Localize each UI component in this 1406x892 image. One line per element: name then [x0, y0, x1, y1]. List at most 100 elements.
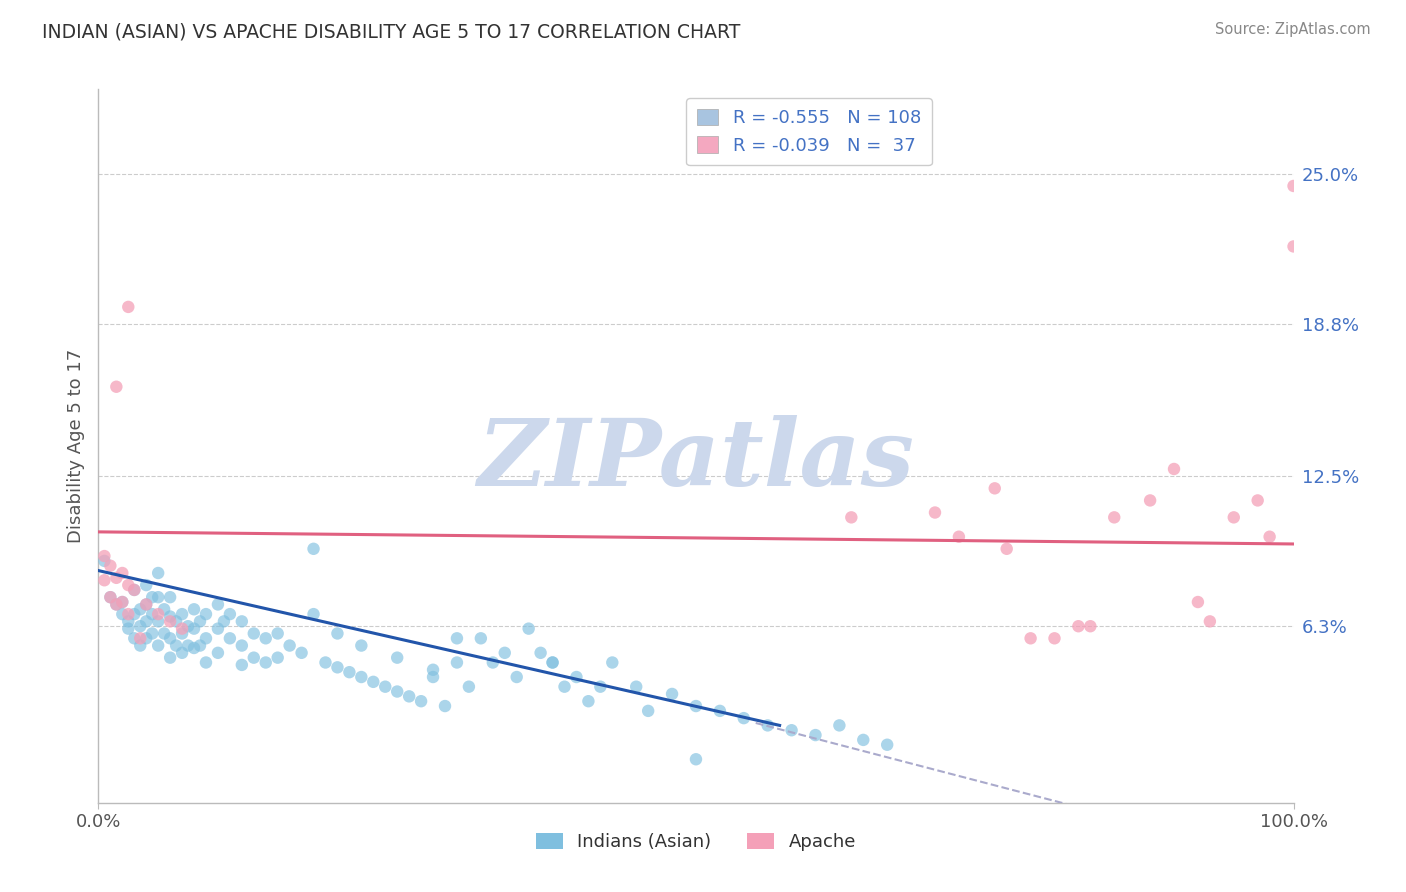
Point — [339, 665, 361, 680]
Point — [195, 656, 218, 670]
Point — [111, 595, 134, 609]
Point — [578, 694, 600, 708]
Point — [1163, 462, 1185, 476]
Point — [219, 607, 242, 621]
Point — [267, 650, 290, 665]
Point — [756, 718, 779, 732]
Point — [195, 607, 218, 621]
Point — [1247, 493, 1270, 508]
Point — [129, 639, 152, 653]
Point — [177, 639, 200, 653]
Point — [661, 687, 683, 701]
Point — [541, 656, 564, 670]
Point — [434, 699, 457, 714]
Point — [212, 615, 235, 629]
Point — [231, 657, 253, 672]
Point — [984, 481, 1007, 495]
Point — [374, 680, 396, 694]
Point — [302, 541, 325, 556]
Point — [422, 663, 444, 677]
Point — [165, 615, 187, 629]
Point — [350, 639, 373, 653]
Point — [141, 590, 163, 604]
Point — [852, 732, 875, 747]
Point — [231, 639, 253, 653]
Point — [1282, 178, 1305, 193]
Point — [924, 506, 946, 520]
Point — [446, 656, 468, 670]
Point — [105, 571, 128, 585]
Point — [172, 622, 194, 636]
Point — [326, 660, 349, 674]
Point — [135, 578, 157, 592]
Point — [254, 632, 277, 646]
Point — [231, 615, 253, 629]
Point — [291, 646, 314, 660]
Point — [93, 554, 115, 568]
Point — [148, 590, 170, 604]
Point — [1199, 615, 1222, 629]
Point — [470, 632, 492, 646]
Text: Source: ZipAtlas.com: Source: ZipAtlas.com — [1215, 22, 1371, 37]
Point — [135, 632, 157, 646]
Point — [1187, 595, 1209, 609]
Point — [626, 680, 648, 694]
Point — [93, 574, 115, 588]
Point — [385, 650, 409, 665]
Point — [876, 738, 898, 752]
Point — [148, 566, 170, 580]
Point — [422, 670, 444, 684]
Point — [183, 640, 205, 655]
Text: ZIPatlas: ZIPatlas — [478, 416, 914, 505]
Point — [135, 598, 157, 612]
Point — [135, 598, 157, 612]
Point — [129, 632, 152, 646]
Point — [554, 680, 576, 694]
Point — [995, 541, 1018, 556]
Point — [148, 615, 170, 629]
Point — [124, 632, 146, 646]
Point — [117, 615, 139, 629]
Point — [148, 639, 170, 653]
Point — [93, 549, 115, 563]
Point — [188, 639, 211, 653]
Point — [98, 590, 122, 604]
Point — [135, 615, 157, 629]
Point — [148, 607, 170, 621]
Point — [124, 582, 146, 597]
Point — [98, 558, 122, 573]
Point — [129, 619, 152, 633]
Point — [188, 615, 211, 629]
Point — [111, 566, 134, 580]
Point — [494, 646, 516, 660]
Point — [278, 639, 301, 653]
Point — [153, 626, 176, 640]
Point — [481, 656, 505, 670]
Point — [1258, 530, 1281, 544]
Point — [267, 626, 290, 640]
Point — [243, 650, 266, 665]
Point — [709, 704, 731, 718]
Point — [172, 626, 194, 640]
Point — [159, 615, 181, 629]
Point — [243, 626, 266, 640]
Point — [602, 656, 624, 670]
Point — [637, 704, 659, 718]
Point — [105, 598, 128, 612]
Point — [541, 656, 564, 670]
Point — [350, 670, 373, 684]
Point — [159, 632, 181, 646]
Point — [117, 300, 139, 314]
Point — [1223, 510, 1246, 524]
Point — [117, 578, 139, 592]
Point — [219, 632, 242, 646]
Point — [685, 699, 707, 714]
Point — [172, 607, 194, 621]
Point — [411, 694, 433, 708]
Point — [326, 626, 349, 640]
Point — [1067, 619, 1090, 633]
Point — [302, 607, 325, 621]
Point — [948, 530, 970, 544]
Point — [159, 609, 181, 624]
Point — [1282, 239, 1305, 253]
